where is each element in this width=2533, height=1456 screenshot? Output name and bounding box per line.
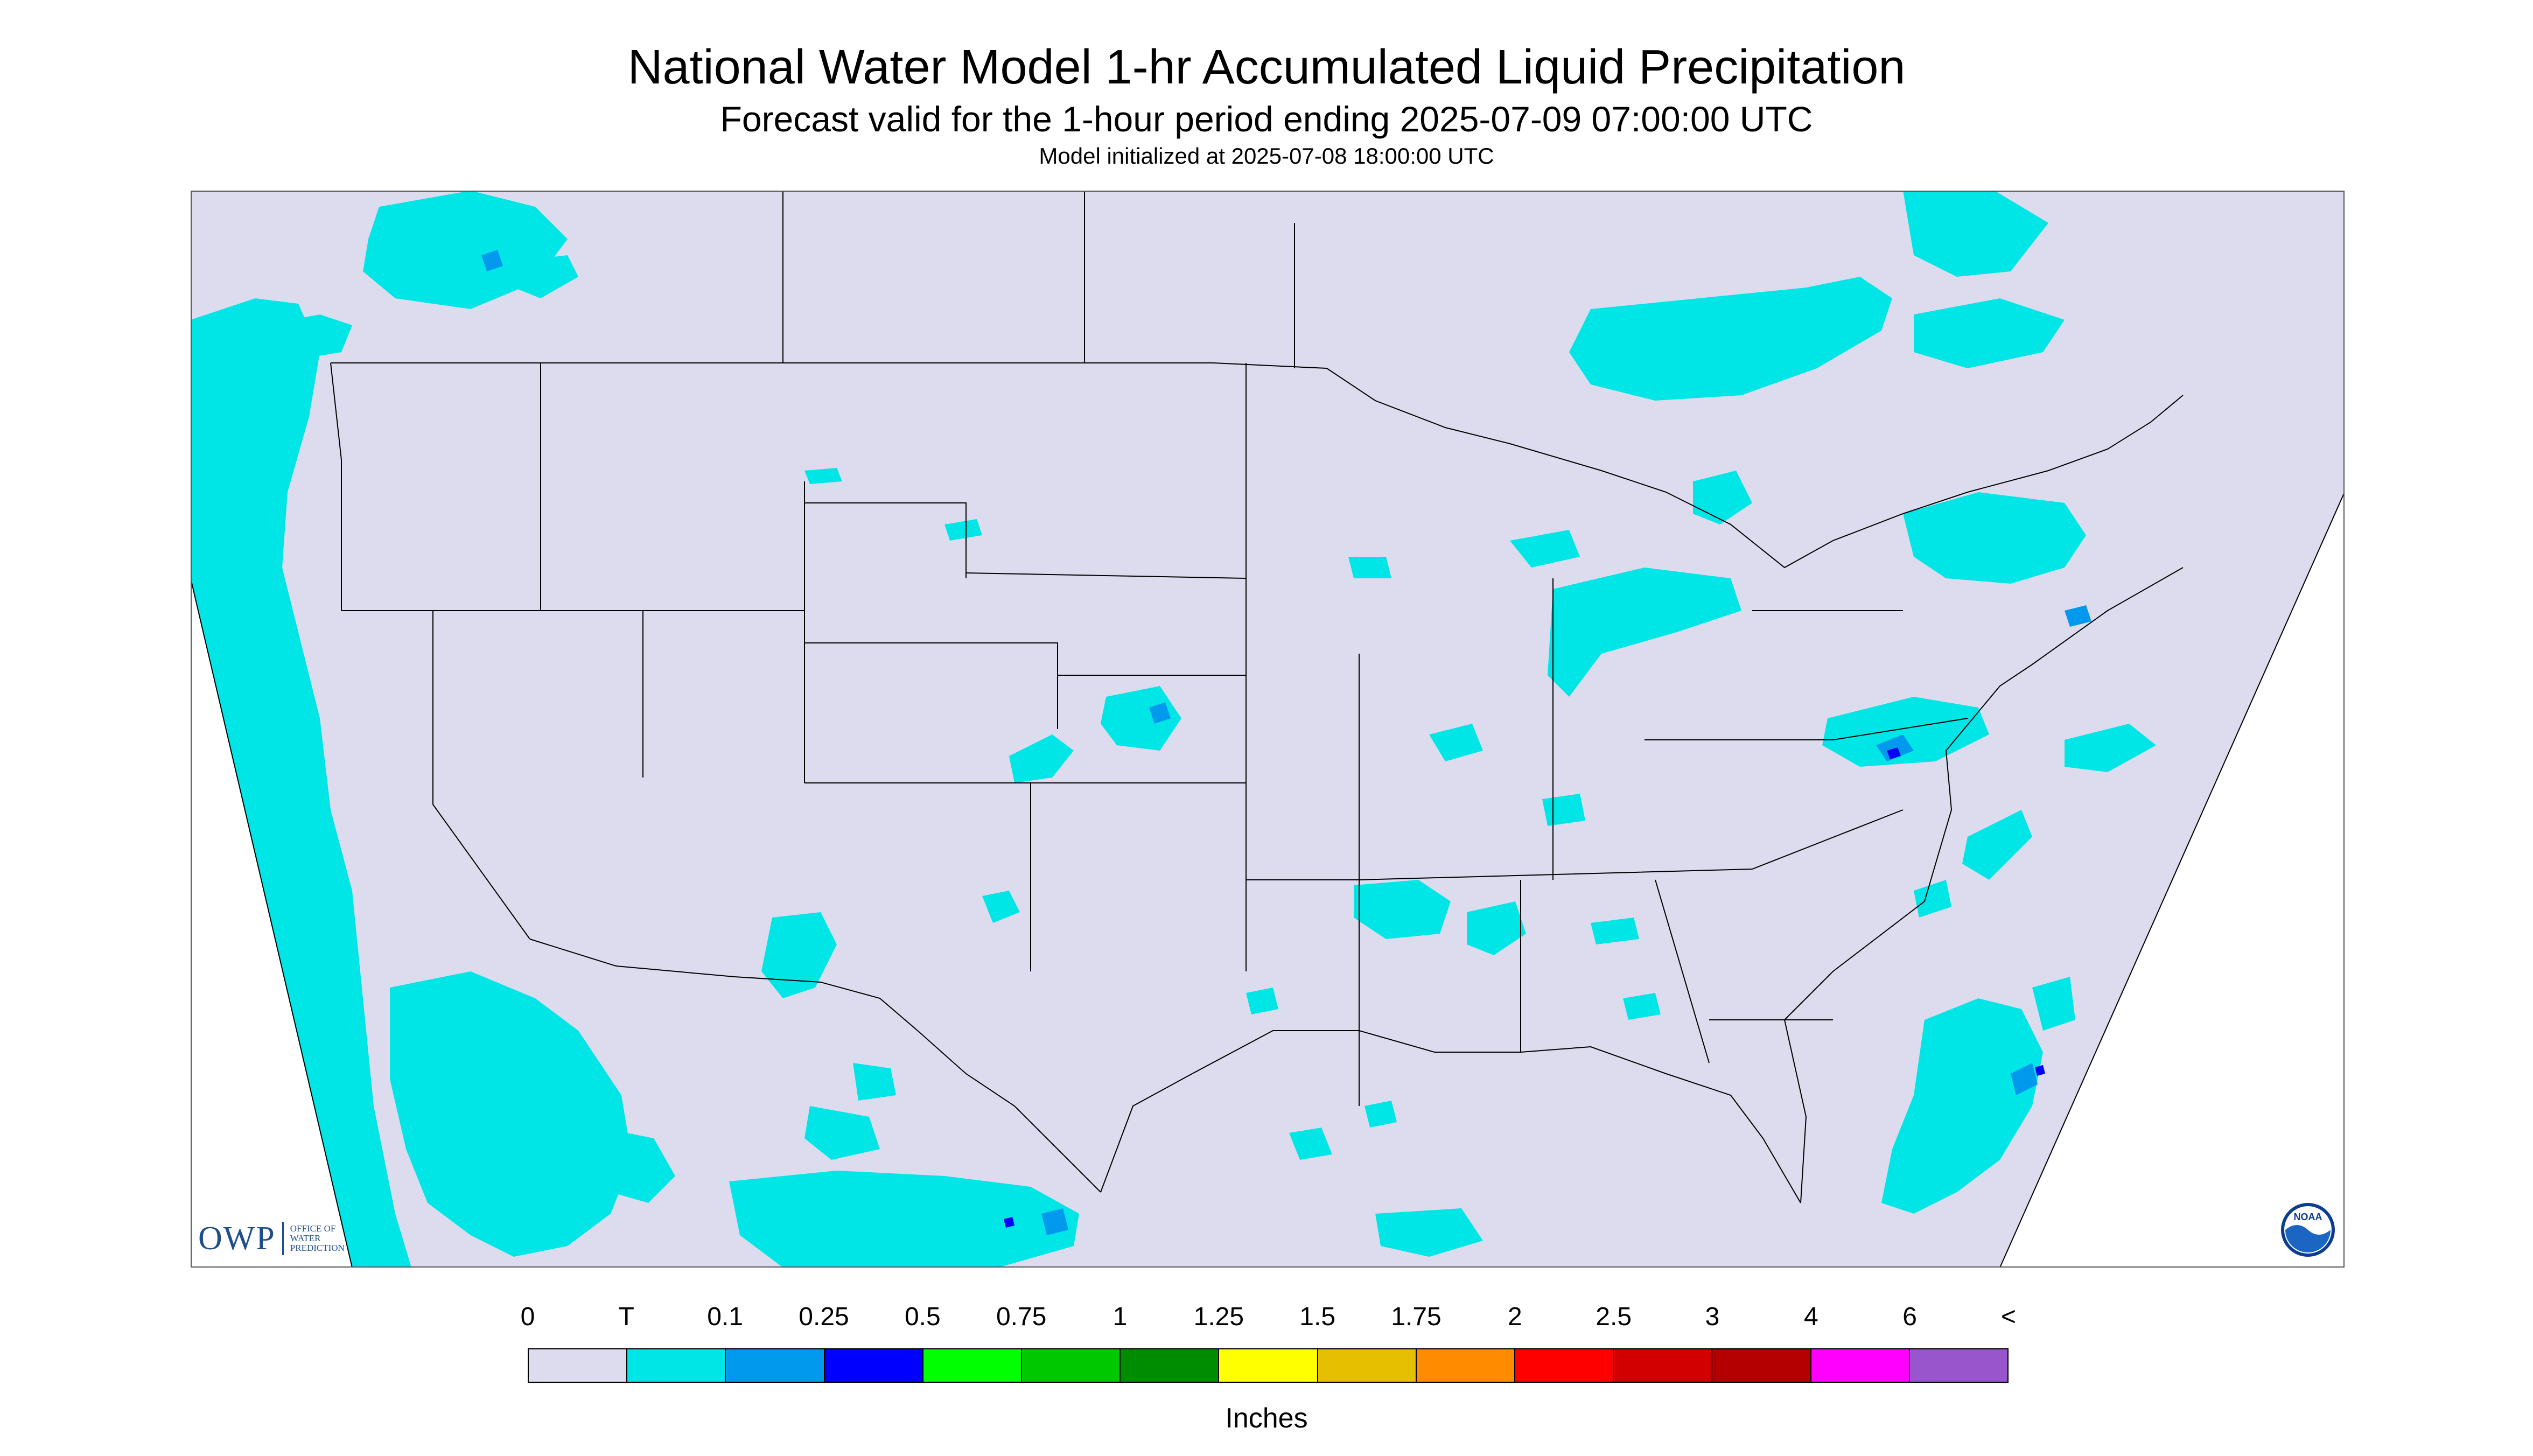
precip-moderate-layer	[1004, 747, 2045, 1228]
color-legend: 0 T 0.1 0.25 0.5 0.75 1 1.25 1.5 1.75 2 2.5 3 4 6 <	[521, 1302, 2016, 1383]
legend-swatch	[528, 1348, 628, 1383]
legend-swatch	[1218, 1348, 1318, 1383]
legend-swatch	[1317, 1348, 1417, 1383]
domain-edge-left	[191, 578, 353, 1268]
owp-logo: OWP OFFICE OF WATER PREDICTION	[198, 1217, 355, 1260]
legend-tick-label: 0.1	[707, 1303, 744, 1331]
legend-tick-label: 4	[1803, 1303, 1818, 1331]
legend-tick-label: 0.75	[996, 1303, 1047, 1331]
legend-tick-label: 0	[520, 1303, 535, 1331]
legend-tick-label: 2	[1507, 1303, 1522, 1331]
noaa-logo: NOAA	[2281, 1203, 2335, 1257]
legend-tick-label: 6	[1902, 1303, 1918, 1331]
legend-color-bar	[528, 1348, 2009, 1383]
precip-light-layer	[481, 250, 2091, 1235]
legend-units: Inches	[1225, 1403, 1308, 1434]
precipitation-map: OWP OFFICE OF WATER PREDICTION NOAA	[191, 191, 2345, 1268]
legend-swatch	[1908, 1348, 2009, 1383]
map-canvas	[191, 191, 2345, 1268]
owp-letters: OWP	[198, 1220, 276, 1257]
legend-swatch	[922, 1348, 1023, 1383]
model-init-line: Model initialized at 2025-07-08 18:00:00…	[1039, 143, 1494, 169]
legend-swatch	[1810, 1348, 1910, 1383]
legend-swatch	[1711, 1348, 1811, 1383]
title-block: National Water Model 1-hr Accumulated Li…	[0, 38, 2533, 171]
legend-tick-label: 1.25	[1193, 1303, 1244, 1331]
map-subtitle: Forecast valid for the 1-hour period end…	[720, 99, 1813, 139]
owp-divider	[282, 1222, 284, 1255]
legend-swatch	[1415, 1348, 1516, 1383]
domain-edge-right	[1999, 492, 2345, 1268]
map-title: National Water Model 1-hr Accumulated Li…	[627, 40, 1906, 94]
precip-trace-layer	[191, 191, 2156, 1268]
legend-tick-label: 3	[1705, 1303, 1720, 1331]
owp-name: OFFICE OF WATER PREDICTION	[290, 1223, 345, 1253]
legend-swatch	[1514, 1348, 1614, 1383]
legend-tick-label: 1.75	[1391, 1303, 1442, 1331]
legend-tick-label: T	[618, 1303, 634, 1331]
noaa-text: NOAA	[2294, 1212, 2322, 1222]
legend-tick-label: 0.25	[799, 1303, 849, 1331]
legend-swatch	[725, 1348, 825, 1383]
legend-tick-label: <	[2000, 1303, 2017, 1331]
legend-swatch	[1021, 1348, 1121, 1383]
legend-swatch	[1613, 1348, 1713, 1383]
legend-swatch	[1119, 1348, 1220, 1383]
legend-tick-label: 0.5	[904, 1303, 941, 1331]
map-border	[191, 191, 2345, 1268]
legend-tick-label: 2.5	[1596, 1303, 1632, 1331]
legend-tick-label: 1.5	[1299, 1303, 1336, 1331]
legend-swatch	[626, 1348, 726, 1383]
border-lines	[330, 191, 2184, 1203]
legend-tick-label: 1	[1112, 1303, 1128, 1331]
legend-swatch	[823, 1348, 923, 1383]
